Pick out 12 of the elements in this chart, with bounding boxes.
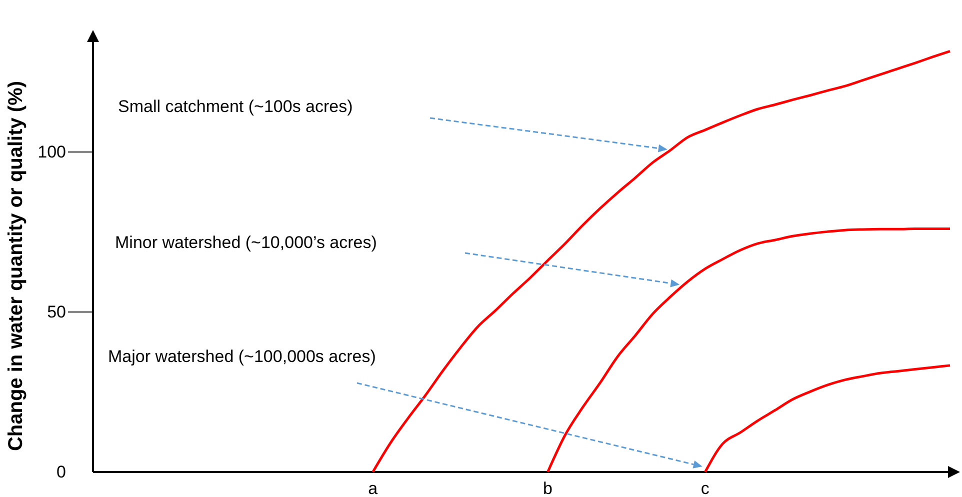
y-axis-title: Change in water quantity or quality (%)	[5, 80, 27, 452]
y-tick-label: 50	[47, 302, 66, 322]
y-tick-label: 100	[38, 142, 66, 162]
annotation: Small catchment (~100s acres)	[118, 97, 353, 116]
line-series	[546, 228, 952, 474]
annotation: Major watershed (~100,000s acres)	[108, 347, 376, 366]
x-tick-label: c	[700, 479, 710, 497]
line-series	[704, 364, 952, 474]
x-tick-label: a	[368, 479, 378, 497]
annotation: Minor watershed (~10,000’s acres)	[115, 233, 377, 252]
x-tick-label: b	[543, 479, 552, 497]
y-tick-label: 0	[56, 462, 66, 482]
